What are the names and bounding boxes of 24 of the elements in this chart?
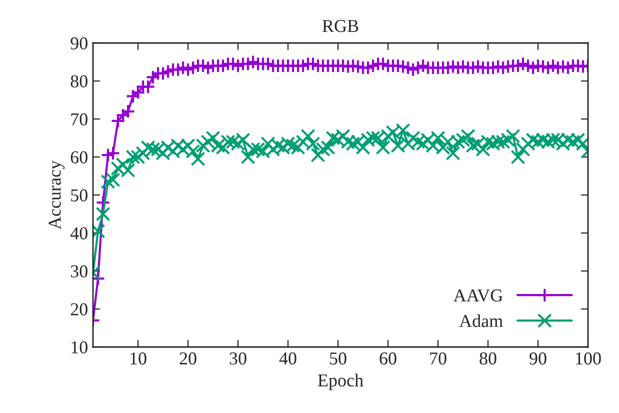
y-tick-label: 90 <box>70 37 88 50</box>
x-tick-label: 60 <box>380 352 396 365</box>
y-tick-label: 30 <box>70 265 88 278</box>
x-tick-label: 100 <box>576 352 601 365</box>
legend-label: Adam <box>459 314 503 328</box>
y-tick-label: 70 <box>71 113 88 126</box>
y-tick-label: 80 <box>70 75 88 88</box>
x-tick-label: 50 <box>330 352 346 365</box>
x-tick-label: 30 <box>230 352 246 365</box>
y-tick-label: 20 <box>70 303 88 316</box>
x-tick-label: 70 <box>430 352 446 365</box>
x-axis-title: Epoch <box>318 374 364 390</box>
y-tick-label: 60 <box>70 151 88 164</box>
x-tick-label: 80 <box>480 352 496 365</box>
y-tick-label: 40 <box>70 227 88 240</box>
chart-title: RGB <box>322 20 358 32</box>
y-axis-title: Accuracy <box>48 160 65 230</box>
x-tick-label: 90 <box>530 352 546 365</box>
y-tick-label: 50 <box>71 189 88 202</box>
x-tick-label: 20 <box>180 352 196 365</box>
x-tick-label: 40 <box>279 352 296 365</box>
y-tick-label: 10 <box>72 341 88 354</box>
x-tick-label: 10 <box>130 352 146 365</box>
legend-label: AAVG <box>453 289 503 302</box>
